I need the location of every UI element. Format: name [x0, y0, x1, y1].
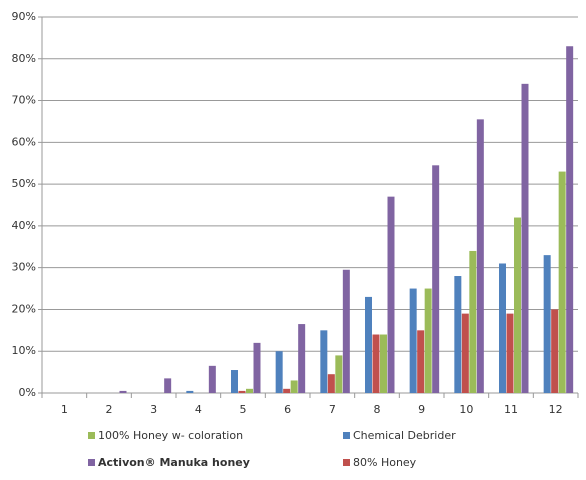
y-tick-label: 50% — [12, 177, 36, 190]
x-tick-label: 10 — [459, 403, 473, 416]
bar — [290, 380, 298, 393]
x-tick-label: 9 — [418, 403, 425, 416]
bar — [327, 374, 335, 393]
bar — [543, 255, 551, 393]
bar — [275, 351, 283, 393]
x-tick-label: 6 — [284, 403, 291, 416]
legend-swatch — [88, 459, 95, 466]
x-tick-label: 11 — [504, 403, 518, 416]
y-tick-label: 90% — [12, 10, 36, 23]
x-tick-label: 1 — [61, 403, 68, 416]
bar — [424, 288, 432, 393]
legend-swatch — [88, 432, 95, 439]
bar — [461, 313, 469, 393]
bar — [514, 217, 521, 393]
legend-label: Chemical Debrider — [353, 429, 456, 442]
bar — [231, 370, 238, 393]
bar — [558, 171, 566, 393]
bar — [238, 390, 246, 393]
bar — [476, 119, 484, 393]
legend-label: Activon® Manuka honey — [98, 456, 250, 469]
bar — [506, 313, 514, 393]
y-tick-label: 0% — [19, 386, 36, 399]
x-tick-label: 8 — [374, 403, 381, 416]
y-tick-label: 70% — [12, 94, 36, 107]
bar — [253, 342, 261, 393]
x-tick-label: 7 — [329, 403, 336, 416]
bar — [521, 83, 529, 393]
bar — [365, 296, 372, 393]
legend-label: 80% Honey — [353, 456, 417, 469]
bar — [469, 250, 477, 393]
y-tick-label: 60% — [12, 135, 36, 148]
bar — [186, 390, 194, 393]
bar — [342, 269, 350, 393]
bar — [246, 388, 253, 393]
bar — [387, 196, 395, 393]
bar — [566, 46, 574, 393]
legend-swatch — [343, 459, 350, 466]
y-tick-label: 40% — [12, 219, 36, 232]
bar — [551, 309, 559, 393]
bar — [119, 390, 127, 393]
y-tick-label: 20% — [12, 302, 36, 315]
bar — [208, 365, 216, 393]
x-tick-label: 4 — [195, 403, 202, 416]
bar — [432, 165, 440, 393]
bar — [380, 334, 387, 393]
bar — [298, 324, 306, 393]
bar — [164, 378, 172, 393]
bar — [335, 355, 343, 393]
y-tick-label: 30% — [12, 261, 36, 274]
bar — [372, 334, 380, 393]
legend-label: 100% Honey w- coloration — [98, 429, 243, 442]
bar — [454, 276, 462, 393]
y-tick-label: 10% — [12, 344, 36, 357]
bar — [409, 288, 417, 393]
x-tick-label: 2 — [106, 403, 113, 416]
bar — [499, 263, 506, 393]
y-tick-label: 80% — [12, 52, 36, 65]
bar — [283, 388, 291, 393]
bar — [417, 330, 425, 393]
legend-swatch — [343, 432, 350, 439]
x-tick-label: 12 — [549, 403, 563, 416]
x-tick-label: 3 — [150, 403, 157, 416]
bar — [320, 330, 328, 393]
x-tick-label: 5 — [240, 403, 247, 416]
